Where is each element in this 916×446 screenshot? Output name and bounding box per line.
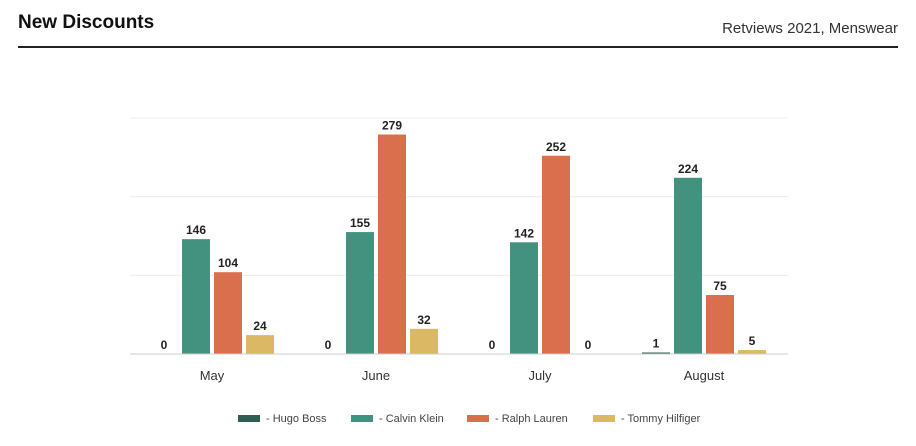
bar-tommy-hilfiger-august [738, 350, 766, 354]
data-label: 252 [546, 140, 566, 154]
bar-calvin-klein-june [346, 232, 374, 354]
legend-label: - Calvin Klein [379, 413, 444, 425]
bar-ralph-lauren-june [378, 134, 406, 354]
legend-swatch [593, 415, 615, 422]
data-label: 32 [417, 313, 431, 327]
x-tick-label: August [684, 368, 725, 383]
bar-ralph-lauren-may [214, 272, 242, 354]
legend-label: - Hugo Boss [266, 413, 327, 425]
bar-chart: 0 146 104 24 May 0 155 279 32 June 0 142 252 0 July 1 22… [130, 117, 788, 425]
x-tick-label: July [528, 368, 552, 383]
chart-title: New Discounts [18, 12, 155, 33]
bar-tommy-hilfiger-june [410, 328, 438, 354]
data-label: 104 [218, 256, 238, 270]
chart-header: New Discounts Retviews 2021, Menswear [18, 0, 898, 48]
bar-calvin-klein-may [182, 239, 210, 354]
legend-label: - Tommy Hilfiger [621, 413, 701, 425]
data-label: 155 [350, 216, 370, 230]
bar-calvin-klein-august [674, 177, 702, 354]
data-label: 75 [713, 279, 727, 293]
chart-subtitle: Retviews 2021, Menswear [722, 20, 898, 37]
legend-swatch [238, 415, 260, 422]
bar-hugo-boss-august [642, 352, 670, 354]
data-label: 24 [253, 319, 267, 333]
bar-ralph-lauren-august [706, 295, 734, 354]
data-label: 0 [325, 338, 332, 352]
bar-calvin-klein-july [510, 242, 538, 354]
x-tick-label: May [200, 368, 225, 383]
data-label: 224 [678, 162, 698, 176]
data-label: 279 [382, 119, 402, 133]
bar-ralph-lauren-july [542, 155, 570, 354]
data-label: 142 [514, 226, 534, 240]
data-label: 5 [749, 334, 756, 348]
legend-swatch [351, 415, 373, 422]
x-tick-label: June [362, 368, 390, 383]
data-label: 0 [161, 338, 168, 352]
data-label: 0 [585, 338, 592, 352]
data-label: 1 [653, 337, 660, 351]
data-label: 0 [489, 338, 496, 352]
bar-tommy-hilfiger-may [246, 335, 274, 354]
legend-label: - Ralph Lauren [495, 413, 568, 425]
data-label: 146 [186, 223, 206, 237]
legend-swatch [467, 415, 489, 422]
